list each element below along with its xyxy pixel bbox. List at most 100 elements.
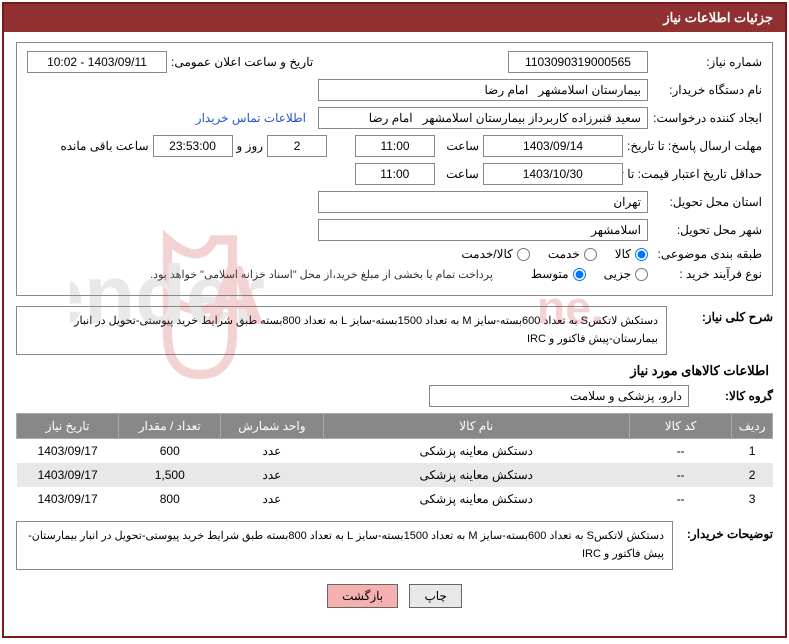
row-goods-group: گروه کالا:	[16, 385, 773, 407]
cell-qty: 1,500	[119, 463, 221, 487]
category-label: طبقه بندی موضوعی:	[652, 247, 762, 261]
announce-label: تاریخ و ساعت اعلان عمومی:	[171, 55, 313, 69]
province-label: استان محل تحویل:	[652, 195, 762, 209]
content-area: riaTender A .ne شماره نیاز: تاریخ و ساعت…	[4, 32, 785, 618]
purchase-type-radio-group: جزیی متوسط	[531, 267, 648, 281]
contact-buyer-link[interactable]: اطلاعات تماس خریدار	[196, 111, 306, 125]
goods-table: ردیف کد کالا نام کالا واحد شمارش تعداد /…	[16, 413, 773, 511]
cell-num: 3	[732, 487, 773, 511]
th-qty: تعداد / مقدار	[119, 414, 221, 439]
need-number-input[interactable]	[508, 51, 648, 73]
cell-qty: 800	[119, 487, 221, 511]
buyer-notes-row: توضیحات خریدار: دستکش لاتکسS به تعداد 60…	[16, 521, 773, 570]
cell-unit: عدد	[221, 463, 323, 487]
row-need-number: شماره نیاز: تاریخ و ساعت اعلان عمومی:	[27, 51, 762, 73]
deadline-time-input[interactable]	[355, 135, 435, 157]
radio-goods-input[interactable]	[635, 248, 648, 261]
goods-group-input[interactable]	[429, 385, 689, 407]
remaining-time-input[interactable]	[153, 135, 233, 157]
radio-service-input[interactable]	[584, 248, 597, 261]
buyer-org-input[interactable]	[318, 79, 648, 101]
table-row: 3 -- دستکش معاینه پزشکی عدد 800 1403/09/…	[17, 487, 773, 511]
cell-date: 1403/09/17	[17, 439, 119, 464]
radio-goods-label: کالا	[615, 247, 631, 261]
radio-service[interactable]: خدمت	[548, 247, 597, 261]
row-purchase-type: نوع فرآیند خرید : جزیی متوسط پرداخت تمام…	[27, 267, 762, 281]
general-desc-row: شرح کلی نیاز: دستکش لاتکسS به تعداد 600ب…	[16, 306, 773, 355]
radio-medium-label: متوسط	[531, 267, 569, 281]
radio-small-input[interactable]	[635, 268, 648, 281]
button-row: چاپ بازگشت	[16, 584, 773, 608]
row-category: طبقه بندی موضوعی: کالا خدمت کالا/خدمت	[27, 247, 762, 261]
need-number-label: شماره نیاز:	[652, 55, 762, 69]
th-date: تاریخ نیاز	[17, 414, 119, 439]
cell-date: 1403/09/17	[17, 463, 119, 487]
page-title: جزئیات اطلاعات نیاز	[663, 10, 773, 25]
general-desc-label: شرح کلی نیاز:	[673, 306, 773, 324]
row-deadline: مهلت ارسال پاسخ: تا تاریخ: ساعت روز و سا…	[27, 135, 762, 157]
cell-name: دستکش معاینه پزشکی	[323, 463, 629, 487]
payment-note: پرداخت تمام یا بخشی از مبلغ خرید،از محل …	[150, 268, 493, 281]
radio-small[interactable]: جزیی	[604, 267, 648, 281]
cell-unit: عدد	[221, 487, 323, 511]
goods-group-label: گروه کالا:	[693, 389, 773, 403]
radio-both-input[interactable]	[517, 248, 530, 261]
time-label-1: ساعت	[439, 139, 479, 153]
form-section-main: شماره نیاز: تاریخ و ساعت اعلان عمومی: نا…	[16, 42, 773, 296]
row-requester: ایجاد کننده درخواست: اطلاعات تماس خریدار	[27, 107, 762, 129]
main-container: جزئیات اطلاعات نیاز riaTender A .ne شمار…	[2, 2, 787, 638]
requester-label: ایجاد کننده درخواست:	[652, 111, 762, 125]
cell-date: 1403/09/17	[17, 487, 119, 511]
time-label-2: ساعت	[439, 167, 479, 181]
table-header-row: ردیف کد کالا نام کالا واحد شمارش تعداد /…	[17, 414, 773, 439]
province-input[interactable]	[318, 191, 648, 213]
radio-medium-input[interactable]	[573, 268, 586, 281]
buyer-notes-label: توضیحات خریدار:	[673, 521, 773, 541]
cell-code: --	[629, 463, 731, 487]
deadline-label: مهلت ارسال پاسخ: تا تاریخ:	[627, 139, 762, 153]
cell-num: 1	[732, 439, 773, 464]
th-num: ردیف	[732, 414, 773, 439]
table-row: 2 -- دستکش معاینه پزشکی عدد 1,500 1403/0…	[17, 463, 773, 487]
th-code: کد کالا	[629, 414, 731, 439]
row-city: شهر محل تحویل:	[27, 219, 762, 241]
goods-table-container: ردیف کد کالا نام کالا واحد شمارش تعداد /…	[16, 413, 773, 511]
validity-date-input[interactable]	[483, 163, 623, 185]
category-radio-group: کالا خدمت کالا/خدمت	[461, 247, 648, 261]
buyer-notes-box: دستکش لاتکسS به تعداد 600بسته-سایز M به …	[16, 521, 673, 570]
city-label: شهر محل تحویل:	[652, 223, 762, 237]
general-desc-box: دستکش لاتکسS به تعداد 600بسته-سایز M به …	[16, 306, 667, 355]
radio-service-label: خدمت	[548, 247, 580, 261]
page-header: جزئیات اطلاعات نیاز	[4, 4, 785, 32]
table-row: 1 -- دستکش معاینه پزشکی عدد 600 1403/09/…	[17, 439, 773, 464]
radio-both[interactable]: کالا/خدمت	[461, 247, 529, 261]
row-province: استان محل تحویل:	[27, 191, 762, 213]
cell-code: --	[629, 487, 731, 511]
print-button[interactable]: چاپ	[409, 584, 461, 608]
days-and-label: روز و	[237, 139, 264, 153]
row-buyer-org: نام دستگاه خریدار:	[27, 79, 762, 101]
cell-qty: 600	[119, 439, 221, 464]
radio-medium[interactable]: متوسط	[531, 267, 586, 281]
requester-input[interactable]	[318, 107, 648, 129]
announce-input[interactable]	[27, 51, 167, 73]
cell-unit: عدد	[221, 439, 323, 464]
cell-num: 2	[732, 463, 773, 487]
radio-small-label: جزیی	[604, 267, 631, 281]
buyer-org-label: نام دستگاه خریدار:	[652, 83, 762, 97]
city-input[interactable]	[318, 219, 648, 241]
radio-goods[interactable]: کالا	[615, 247, 648, 261]
cell-name: دستکش معاینه پزشکی	[323, 439, 629, 464]
days-input[interactable]	[267, 135, 327, 157]
row-validity: حداقل تاریخ اعتبار قیمت: تا تاریخ: ساعت	[27, 163, 762, 185]
remaining-label: ساعت باقی مانده	[60, 139, 148, 153]
radio-both-label: کالا/خدمت	[461, 247, 512, 261]
deadline-date-input[interactable]	[483, 135, 623, 157]
purchase-type-label: نوع فرآیند خرید :	[652, 267, 762, 281]
back-button[interactable]: بازگشت	[327, 584, 398, 608]
th-unit: واحد شمارش	[221, 414, 323, 439]
validity-time-input[interactable]	[355, 163, 435, 185]
th-name: نام کالا	[323, 414, 629, 439]
goods-section-title: اطلاعات کالاهای مورد نیاز	[16, 363, 769, 379]
cell-name: دستکش معاینه پزشکی	[323, 487, 629, 511]
